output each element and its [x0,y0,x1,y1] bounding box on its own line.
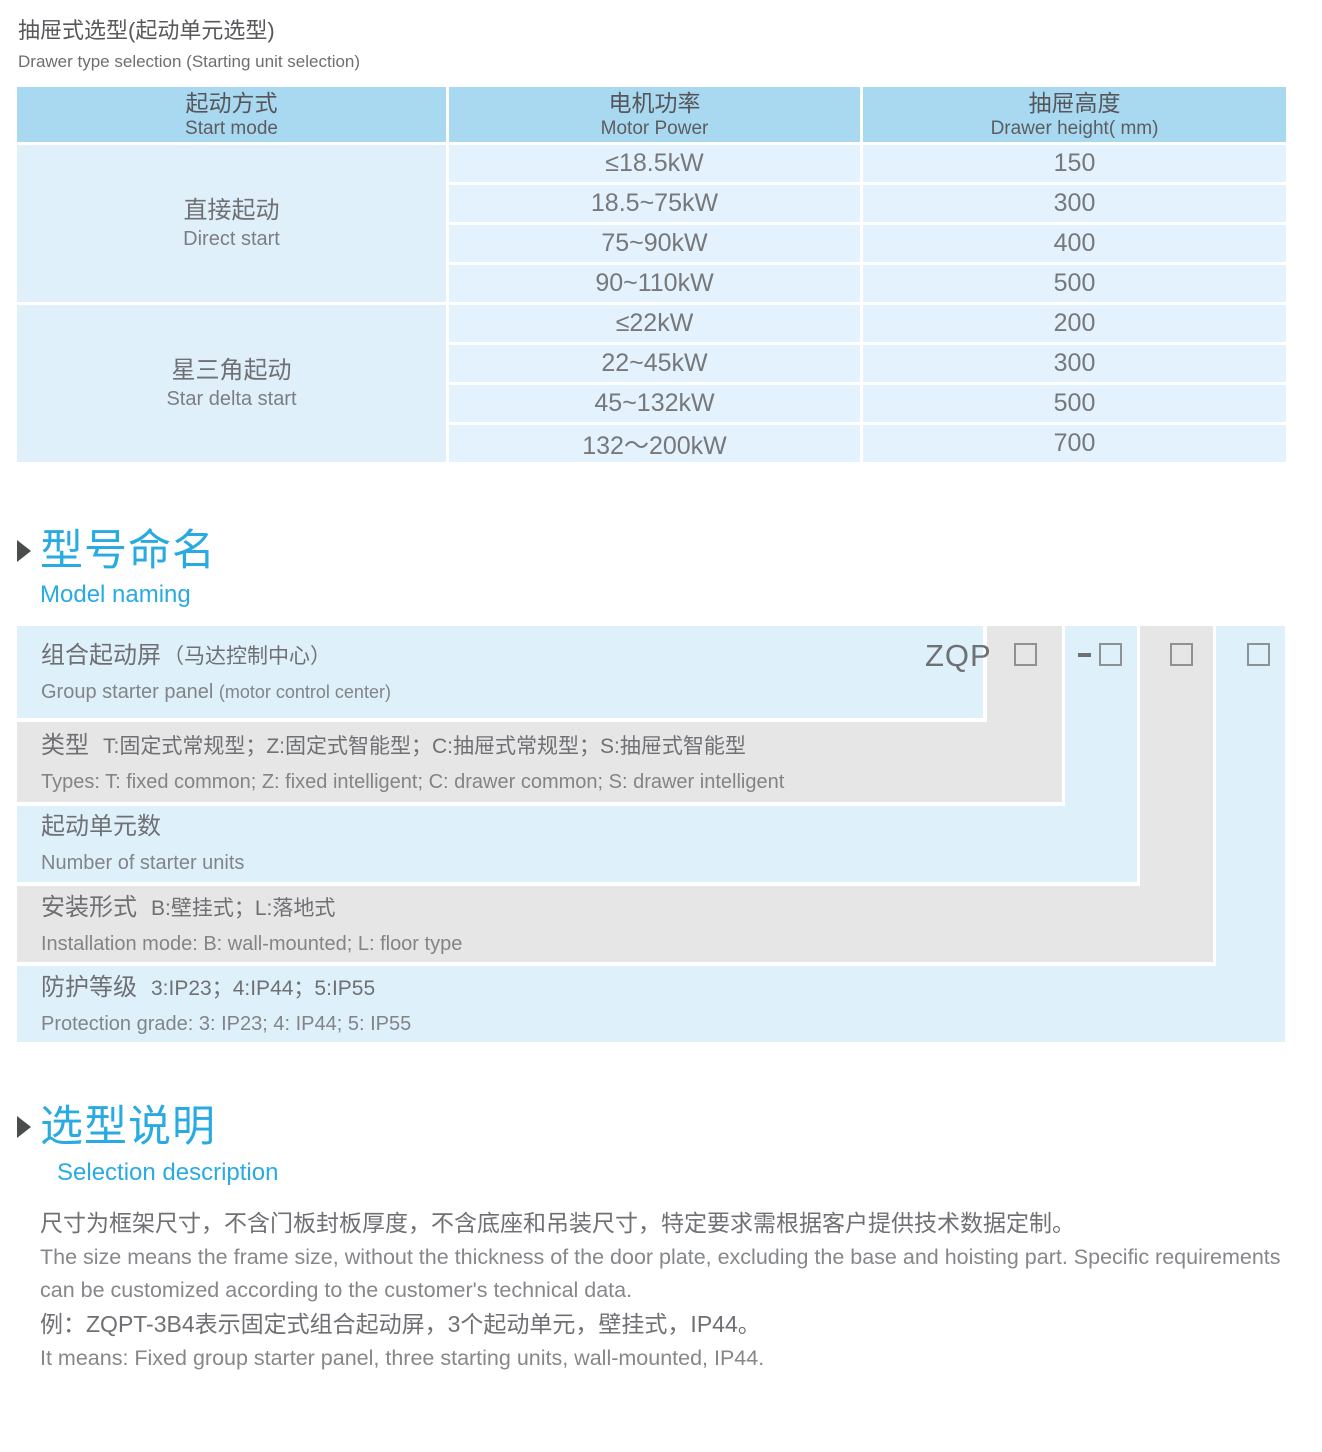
model-code-box-units [1099,643,1122,666]
description-paragraph-zh: 尺寸为框架尺寸，不含门板封板厚度，不含底座和吊装尺寸，特定要求需根据客户提供技术… [40,1210,1075,1236]
height-cell: 500 [863,385,1286,422]
model-code-dash [1078,653,1091,657]
model-row-protection-grade: 防护等级 3:IP23；4:IP44；5:IP55 Protection grad… [17,966,1285,1042]
column-header-drawer-height: 抽屉高度 Drawer height( mm) [863,87,1286,142]
height-cell: 700 [863,425,1286,462]
height-cell: 500 [863,265,1286,302]
model-code-box-installation [1170,643,1193,666]
model-row-installation-mode: 安装形式 B:壁挂式；L:落地式 Installation mode: B: wa… [17,886,1213,962]
model-col-protection [1216,626,1285,966]
column-header-start-mode: 起动方式 Start mode [17,87,446,142]
selection-description-body: 尺寸为框架尺寸，不含门板封板厚度，不含底座和吊装尺寸，特定要求需根据客户提供技术… [40,1206,1290,1375]
selection-description-section-header: 选型说明 [17,1102,1322,1152]
model-col-units [1065,626,1137,806]
power-cell: 45~132kW [449,385,860,422]
model-col-installation [1140,626,1213,886]
model-code-box-type [1014,643,1037,666]
height-cell: 400 [863,225,1286,262]
height-cell: 300 [863,185,1286,222]
model-code-prefix: ZQP [925,638,992,673]
model-code-box-protection [1247,643,1270,666]
arrow-right-icon [17,1116,31,1138]
section-subtitle-model-naming: Model naming [40,581,191,608]
model-col-type [987,626,1062,722]
section-subtitle-selection-description: Selection description [57,1159,279,1186]
group-cell-direct-start: 直接起动 Direct start [17,145,446,302]
power-cell: 90~110kW [449,265,860,302]
power-cell: 132～200kW [449,425,860,462]
model-row-group-starter-panel: 组合起动屏（马达控制中心） Group starter panel (motor… [17,626,983,718]
model-naming-section-header: 型号命名 [17,526,1322,576]
height-cell: 200 [863,305,1286,342]
page-title: 抽屉式选型(起动单元选型) [18,18,275,43]
power-cell: ≤22kW [449,305,860,342]
section-title-model-naming: 型号命名 [40,527,216,575]
model-naming-diagram: 组合起动屏（马达控制中心） Group starter panel (motor… [17,626,1285,1042]
power-cell: 18.5~75kW [449,185,860,222]
description-paragraph-en: The size means the frame size, without t… [40,1245,1281,1302]
group-cell-star-delta-start: 星三角起动 Star delta start [17,305,446,462]
example-paragraph-zh: 例：ZQPT-3B4表示固定式组合起动屏，3个起动单元，壁挂式，IP44。 [40,1311,761,1337]
page-header: 抽屉式选型(起动单元选型) Drawer type selection (Sta… [18,16,1322,74]
model-row-types: 类型 T:固定式常规型；Z:固定式智能型；C:抽屉式常规型；S:抽屉式智能型 Ty… [17,722,1062,802]
page-subtitle: Drawer type selection (Starting unit sel… [18,52,361,71]
model-row-starter-units: 起动单元数 Number of starter units [17,806,1137,882]
drawer-selection-table: 起动方式 Start mode 电机功率 Motor Power 抽屉高度 Dr… [17,87,1286,462]
example-paragraph-en: It means: Fixed group starter panel, thr… [40,1346,765,1370]
height-cell: 150 [863,145,1286,182]
power-cell: 75~90kW [449,225,860,262]
section-title-selection-description: 选型说明 [40,1103,216,1151]
height-cell: 300 [863,345,1286,382]
power-cell: 22~45kW [449,345,860,382]
arrow-right-icon [17,540,31,562]
column-header-motor-power: 电机功率 Motor Power [449,87,860,142]
power-cell: ≤18.5kW [449,145,860,182]
